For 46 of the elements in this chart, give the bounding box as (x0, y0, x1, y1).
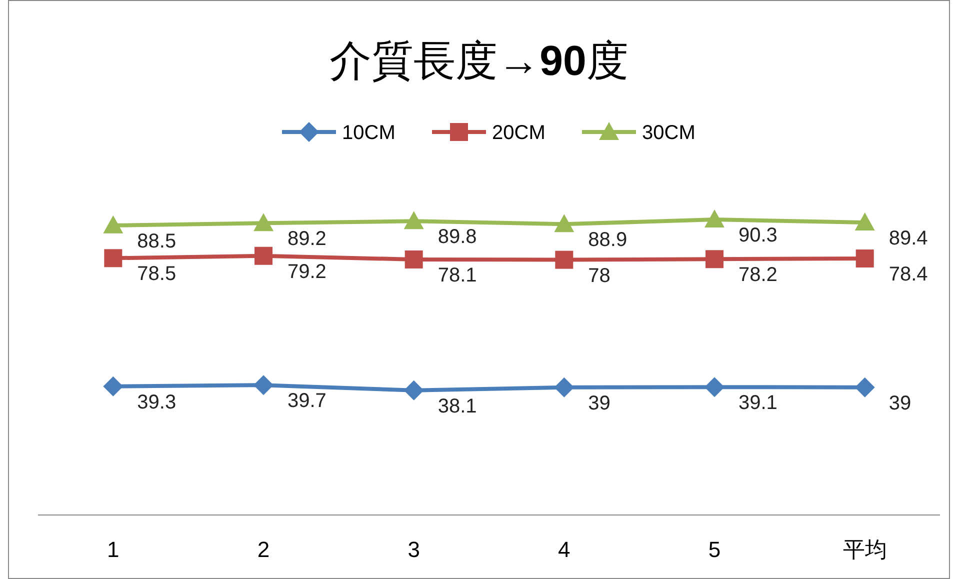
data-label: 39.7 (288, 390, 326, 412)
x-tick-label: 1 (107, 537, 120, 562)
data-label: 78.4 (888, 263, 928, 286)
point (704, 377, 724, 398)
point (706, 250, 724, 268)
point (555, 250, 574, 269)
point (103, 376, 124, 396)
point (103, 215, 124, 234)
x-tick-label: 3 (408, 537, 420, 562)
data-label: 89.4 (888, 227, 928, 250)
data-label: 89.8 (438, 226, 477, 248)
data-label: 78 (588, 264, 610, 287)
data-label: 78.1 (438, 264, 477, 286)
legend-label: 20CM (492, 122, 546, 144)
data-label: 79.2 (288, 260, 326, 283)
point (404, 250, 423, 268)
data-label: 38.1 (438, 395, 477, 418)
data-label: 88.9 (588, 229, 628, 252)
data-label: 39.1 (738, 392, 778, 414)
data-label: 39 (588, 392, 610, 414)
point (254, 213, 274, 232)
x-tick-label: 2 (257, 537, 270, 562)
data-label: 78.5 (137, 263, 176, 286)
point (254, 246, 272, 265)
point (554, 377, 574, 398)
legend-label: 30CM (642, 122, 696, 144)
point (554, 214, 574, 232)
x-tick-label: 平均 (842, 537, 887, 562)
data-label: 39 (888, 392, 912, 414)
point (854, 377, 875, 398)
point (104, 249, 122, 268)
point (856, 249, 874, 268)
point (404, 211, 424, 230)
data-label: 78.2 (738, 264, 778, 286)
x-tick-label: 4 (558, 537, 570, 562)
data-label: 39.3 (137, 391, 176, 414)
point (854, 212, 875, 230)
point (254, 375, 274, 396)
data-label: 89.2 (288, 228, 326, 250)
legend-label: 10CM (342, 122, 396, 144)
point (704, 210, 724, 228)
point (404, 380, 424, 400)
data-label: 90.3 (738, 224, 778, 247)
x-tick-label: 5 (708, 537, 721, 562)
chart-title: 介質長度→90度 (330, 37, 628, 84)
data-label: 88.5 (137, 230, 176, 252)
